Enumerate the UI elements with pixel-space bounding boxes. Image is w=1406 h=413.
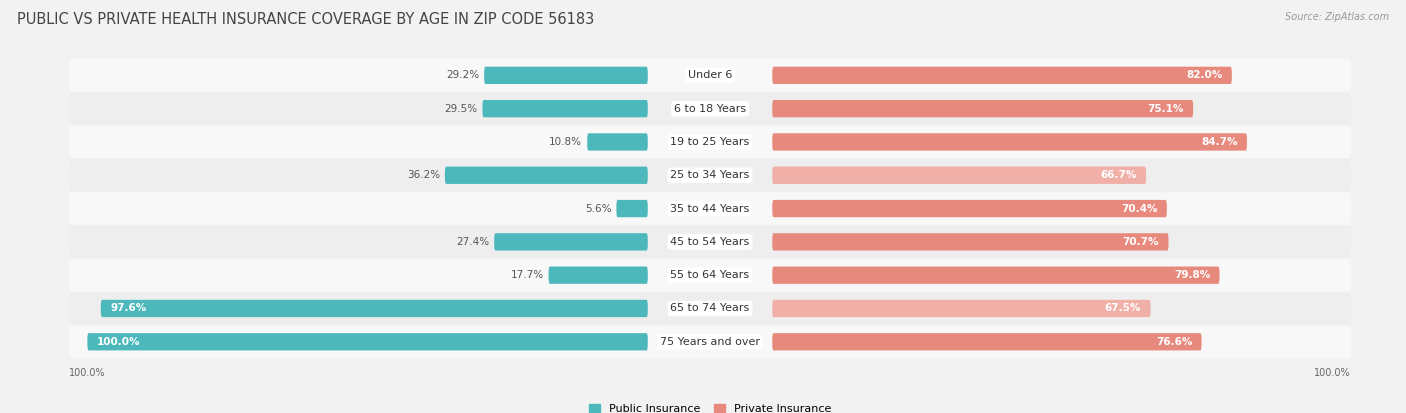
FancyBboxPatch shape [69, 192, 1351, 225]
Text: 19 to 25 Years: 19 to 25 Years [671, 137, 749, 147]
Text: 67.5%: 67.5% [1105, 304, 1142, 313]
FancyBboxPatch shape [772, 100, 1194, 117]
Text: 75 Years and over: 75 Years and over [659, 337, 761, 347]
FancyBboxPatch shape [444, 166, 648, 184]
FancyBboxPatch shape [772, 66, 1232, 84]
FancyBboxPatch shape [548, 266, 648, 284]
FancyBboxPatch shape [69, 225, 1351, 258]
Text: 25 to 34 Years: 25 to 34 Years [671, 170, 749, 180]
FancyBboxPatch shape [772, 133, 1247, 151]
Text: 97.6%: 97.6% [110, 304, 146, 313]
FancyBboxPatch shape [772, 333, 1202, 351]
Text: PUBLIC VS PRIVATE HEALTH INSURANCE COVERAGE BY AGE IN ZIP CODE 56183: PUBLIC VS PRIVATE HEALTH INSURANCE COVER… [17, 12, 595, 27]
FancyBboxPatch shape [69, 159, 1351, 192]
Text: 6 to 18 Years: 6 to 18 Years [673, 104, 747, 114]
FancyBboxPatch shape [772, 233, 1168, 251]
Text: 45 to 54 Years: 45 to 54 Years [671, 237, 749, 247]
Text: 66.7%: 66.7% [1101, 170, 1136, 180]
Text: 5.6%: 5.6% [585, 204, 612, 214]
FancyBboxPatch shape [69, 93, 1351, 125]
FancyBboxPatch shape [69, 126, 1351, 158]
FancyBboxPatch shape [616, 200, 648, 217]
FancyBboxPatch shape [772, 166, 1146, 184]
FancyBboxPatch shape [495, 233, 648, 251]
Text: 35 to 44 Years: 35 to 44 Years [671, 204, 749, 214]
FancyBboxPatch shape [772, 266, 1219, 284]
Text: 27.4%: 27.4% [456, 237, 489, 247]
FancyBboxPatch shape [772, 300, 1150, 317]
FancyBboxPatch shape [588, 133, 648, 151]
Text: 79.8%: 79.8% [1174, 270, 1211, 280]
Text: 55 to 64 Years: 55 to 64 Years [671, 270, 749, 280]
Text: 75.1%: 75.1% [1147, 104, 1184, 114]
Text: 29.5%: 29.5% [444, 104, 478, 114]
Text: 29.2%: 29.2% [446, 70, 479, 81]
Text: 70.4%: 70.4% [1121, 204, 1157, 214]
Text: 100.0%: 100.0% [97, 337, 141, 347]
Text: 82.0%: 82.0% [1187, 70, 1222, 81]
Text: 84.7%: 84.7% [1201, 137, 1237, 147]
Legend: Public Insurance, Private Insurance: Public Insurance, Private Insurance [589, 404, 831, 413]
Text: 70.7%: 70.7% [1122, 237, 1159, 247]
FancyBboxPatch shape [101, 300, 648, 317]
Text: 76.6%: 76.6% [1156, 337, 1192, 347]
FancyBboxPatch shape [484, 66, 648, 84]
Text: 17.7%: 17.7% [510, 270, 544, 280]
Text: Under 6: Under 6 [688, 70, 733, 81]
Text: 10.8%: 10.8% [550, 137, 582, 147]
FancyBboxPatch shape [69, 292, 1351, 325]
FancyBboxPatch shape [482, 100, 648, 117]
FancyBboxPatch shape [69, 259, 1351, 292]
FancyBboxPatch shape [69, 325, 1351, 358]
FancyBboxPatch shape [772, 200, 1167, 217]
FancyBboxPatch shape [69, 59, 1351, 92]
Text: Source: ZipAtlas.com: Source: ZipAtlas.com [1285, 12, 1389, 22]
FancyBboxPatch shape [87, 333, 648, 351]
Text: 36.2%: 36.2% [406, 170, 440, 180]
Text: 65 to 74 Years: 65 to 74 Years [671, 304, 749, 313]
